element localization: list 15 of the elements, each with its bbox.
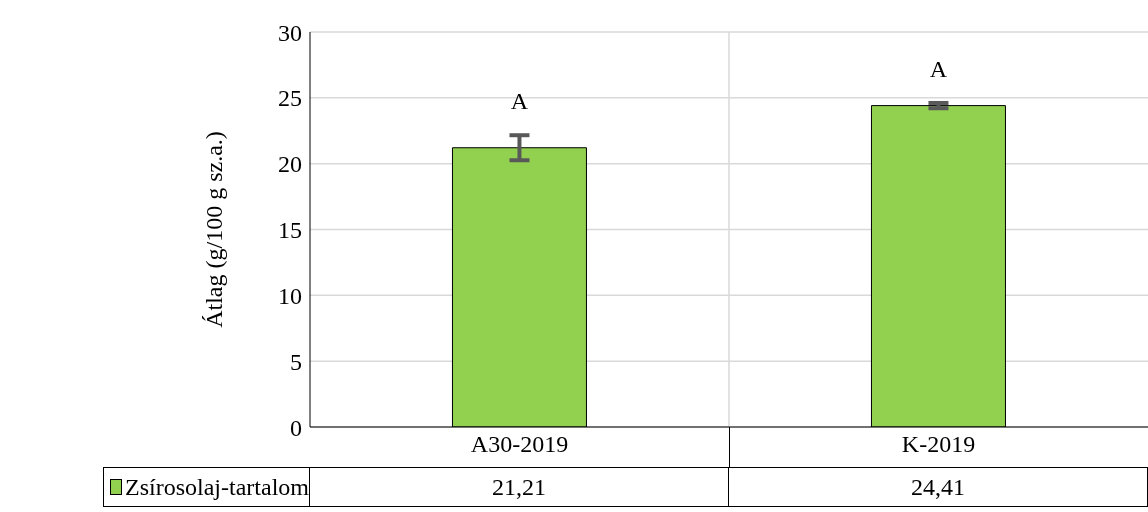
annotation: A [929, 55, 948, 82]
y-tick-label: 15 [278, 217, 302, 244]
data-label: 24,41 [729, 467, 1148, 507]
legend-label: Zsírosolaj-tartalom [125, 473, 309, 501]
y-axis-title: Átlag (g/100 g sz.a.) [200, 131, 227, 328]
x-tick-label: A30-2019 [470, 431, 569, 458]
annotation: A [510, 88, 529, 115]
y-tick-label: 10 [278, 282, 302, 309]
y-tick-label: 5 [290, 348, 302, 375]
data-label: 21,21 [310, 467, 729, 507]
x-tick-label: K-2019 [901, 431, 976, 458]
y-tick-label: 0 [290, 414, 302, 441]
y-tick-label: 30 [278, 19, 302, 46]
y-tick-label: 25 [278, 85, 302, 112]
y-tick-label: 20 [278, 151, 302, 178]
